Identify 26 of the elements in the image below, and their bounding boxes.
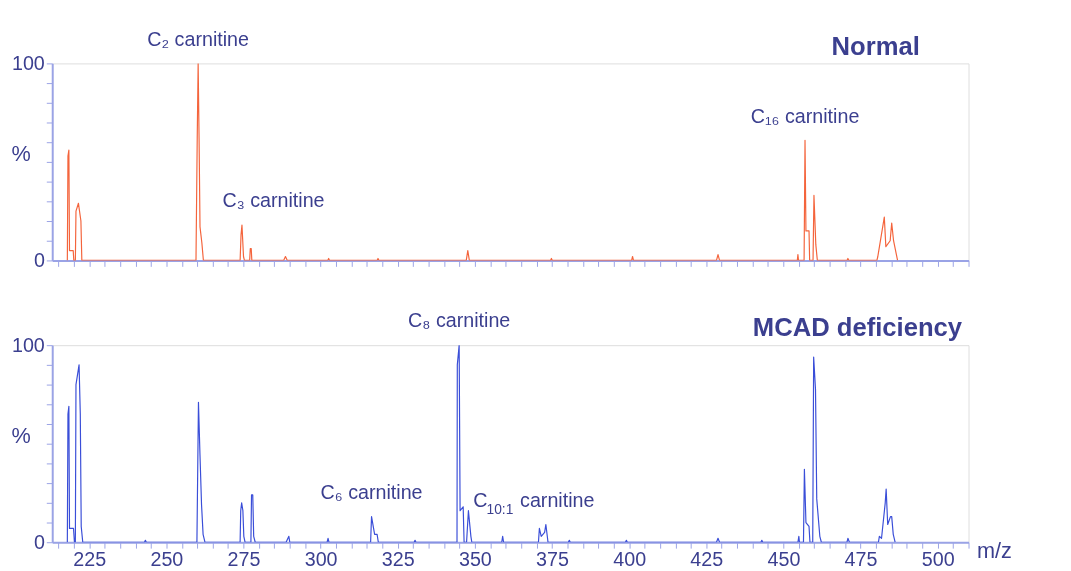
x-tick-label: 350 xyxy=(458,548,492,571)
annotation: C₈ carnitine xyxy=(408,309,511,332)
y-axis-title: % xyxy=(11,141,31,167)
annotation: C₁₆ carnitine xyxy=(750,104,860,127)
y-tick-label: 100 xyxy=(11,333,45,356)
x-tick-label: 300 xyxy=(304,548,338,571)
x-tick-label: 450 xyxy=(767,548,801,571)
x-tick-label: 500 xyxy=(921,548,955,571)
x-axis-title: m/z xyxy=(976,537,1012,563)
x-tick-label: 250 xyxy=(150,548,184,571)
x-tick-label: 475 xyxy=(844,548,878,571)
x-tick-label: 425 xyxy=(690,548,724,571)
chart-title: MCAD deficiency xyxy=(752,313,963,342)
annotation: C₆ carnitine xyxy=(320,480,423,503)
chart-title: Normal xyxy=(831,31,920,60)
y-tick-label: 100 xyxy=(11,51,45,74)
y-tick-label: 0 xyxy=(33,248,45,271)
x-tick-label: 275 xyxy=(227,548,261,571)
x-tick-label: 375 xyxy=(536,548,569,571)
y-axis-title: % xyxy=(11,423,31,449)
y-tick-label: 0 xyxy=(33,530,45,553)
annotation: C₂ carnitine xyxy=(147,27,250,50)
annotation: C₃ carnitine xyxy=(222,189,325,212)
x-tick-label: 400 xyxy=(613,548,647,571)
x-tick-label: 225 xyxy=(73,548,107,571)
x-tick-label: 325 xyxy=(381,548,415,571)
